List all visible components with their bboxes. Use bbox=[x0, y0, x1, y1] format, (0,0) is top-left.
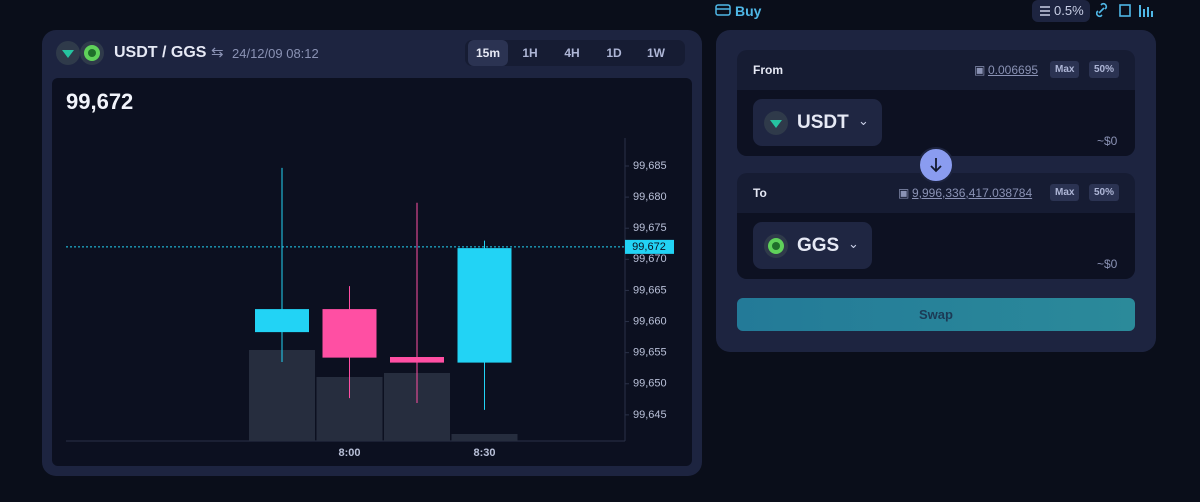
timeframe-tab[interactable]: 1W bbox=[647, 46, 665, 60]
x-tick-label: 8:30 bbox=[473, 447, 495, 459]
buy-icon bbox=[715, 4, 731, 16]
price-tag-label: 99,672 bbox=[632, 241, 666, 253]
candle-body bbox=[457, 248, 512, 363]
timeframe-tab[interactable]: 4H bbox=[564, 46, 580, 60]
y-tick-label: 99,670 bbox=[633, 253, 667, 265]
ggs-icon bbox=[764, 234, 788, 258]
max-button[interactable]: Max bbox=[1050, 61, 1080, 78]
from-balance[interactable]: 0.006695 bbox=[988, 63, 1039, 77]
to-balance[interactable]: 9,996,336,417.038784 bbox=[912, 186, 1033, 200]
half-button[interactable]: 50% bbox=[1089, 61, 1120, 78]
pair-icons bbox=[56, 41, 104, 65]
chevron: ⌄ bbox=[848, 236, 859, 251]
y-tick-label: 99,660 bbox=[633, 315, 667, 327]
current-price: 99,672 bbox=[66, 89, 133, 114]
to-label: To bbox=[753, 186, 767, 200]
pair: USDT / GGS bbox=[114, 44, 207, 61]
slippage[interactable]: 0.5% bbox=[1032, 0, 1090, 22]
usdt-icon bbox=[764, 111, 788, 135]
volume-bar bbox=[451, 434, 518, 441]
from-label: From bbox=[753, 63, 783, 77]
y-tick-label: 99,675 bbox=[633, 222, 667, 234]
volume-bar bbox=[249, 350, 315, 441]
toolbar-icons[interactable] bbox=[1096, 2, 1160, 20]
wallet-icon: ▣ bbox=[974, 63, 986, 77]
y-tick-label: 99,650 bbox=[633, 378, 667, 390]
from-token: USDT bbox=[797, 112, 849, 133]
from-usd: ~$0 bbox=[1097, 134, 1118, 148]
wallet-icon: ▣ bbox=[898, 186, 910, 200]
flip-button[interactable] bbox=[918, 147, 954, 183]
x-tick-label: 8:00 bbox=[338, 447, 360, 459]
price-tag bbox=[625, 239, 674, 254]
candle-body bbox=[322, 309, 377, 358]
timeframe-tab[interactable]: 1H bbox=[522, 46, 538, 60]
swap-button[interactable]: Swap bbox=[737, 298, 1135, 331]
candle-body bbox=[390, 357, 444, 363]
timeframe-tab[interactable]: 1D bbox=[606, 46, 622, 60]
to-usd: ~$0 bbox=[1097, 257, 1118, 271]
chart: 99,672 99,645 99,650 99,655 99,660 99,665 99,… bbox=[66, 89, 674, 459]
y-tick-label: 99,645 bbox=[633, 409, 667, 421]
timestamp: 24/12/09 08:12 bbox=[232, 46, 319, 61]
y-tick-label: 99,680 bbox=[633, 191, 667, 203]
candle-body bbox=[255, 309, 309, 333]
buy-tab[interactable]: Buy bbox=[735, 3, 762, 19]
half-button[interactable]: 50% bbox=[1089, 184, 1120, 201]
timeframe-tab[interactable]: 15m bbox=[468, 40, 508, 66]
timeframe-tabs: 15m 1H 4H 1D 1W bbox=[465, 40, 685, 66]
chevron: ⌄ bbox=[858, 113, 869, 128]
max-button[interactable]: Max bbox=[1050, 184, 1080, 201]
settings-icon bbox=[1040, 6, 1050, 16]
to-token: GGS bbox=[797, 235, 840, 256]
swap-icon[interactable]: ⇆ bbox=[211, 44, 224, 61]
y-tick-label: 99,685 bbox=[633, 160, 667, 172]
y-tick-label: 99,665 bbox=[633, 284, 667, 296]
y-tick-label: 99,655 bbox=[633, 347, 667, 359]
